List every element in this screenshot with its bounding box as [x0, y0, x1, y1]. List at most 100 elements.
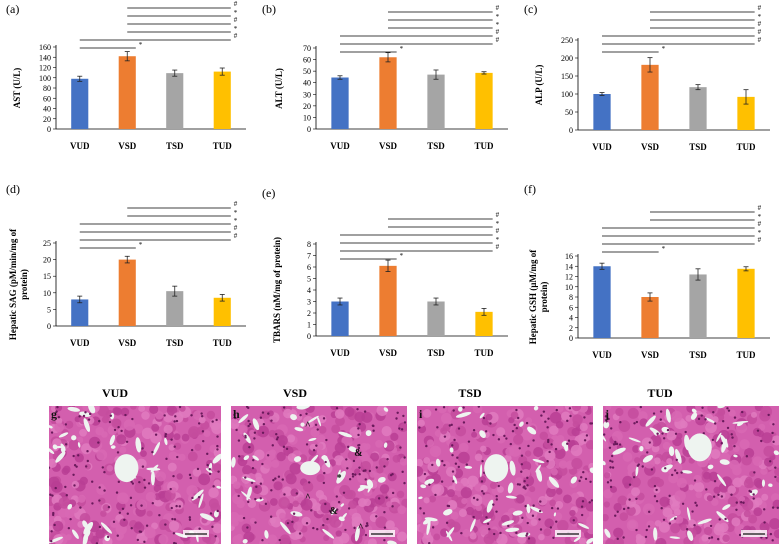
nucleus: [197, 422, 201, 425]
hepatocyte: [344, 406, 355, 417]
nucleus: [84, 411, 87, 414]
nucleus: [354, 473, 357, 476]
sinusoid: [548, 476, 560, 488]
nucleus: [316, 428, 319, 431]
sinusoid: [661, 466, 669, 473]
nucleus: [278, 538, 281, 542]
nucleus: [123, 518, 126, 521]
hepatocyte: [748, 514, 758, 524]
nucleus: [492, 503, 495, 506]
hepatocyte: [133, 423, 144, 434]
nucleus: [169, 487, 172, 491]
hepatocyte: [570, 444, 583, 457]
sinusoid: [383, 442, 388, 448]
nucleus: [357, 444, 360, 447]
nucleus: [691, 510, 694, 513]
hepatocyte: [194, 443, 202, 451]
hepatocyte: [572, 421, 579, 428]
nucleus: [608, 446, 612, 449]
sinusoid: [639, 446, 644, 452]
sinusoid: [527, 426, 537, 435]
sinusoid: [264, 530, 269, 539]
hepatocyte: [106, 464, 114, 472]
hepatocyte: [212, 463, 221, 473]
sinusoid: [359, 484, 371, 489]
y-tick-label: 0: [307, 332, 311, 341]
nucleus: [653, 484, 657, 488]
nucleus: [129, 504, 133, 507]
significance-mark: #: [234, 232, 238, 240]
nucleus: [116, 534, 119, 537]
nucleus: [362, 469, 365, 473]
nucleus: [50, 530, 53, 533]
nucleus: [78, 415, 81, 418]
nucleus: [337, 500, 341, 504]
hepatocyte: [622, 452, 633, 462]
hepatocyte: [571, 492, 579, 501]
y-tick-label: 0: [47, 322, 51, 331]
nucleus: [531, 514, 535, 517]
hepatocyte: [102, 504, 110, 512]
hepatocyte: [64, 508, 75, 519]
nucleus: [720, 495, 724, 498]
hepatocyte: [98, 497, 106, 505]
nucleus: [365, 522, 369, 525]
hepatocyte: [396, 490, 405, 499]
hepatocyte: [269, 517, 276, 524]
sinusoid: [296, 406, 311, 410]
nucleus: [580, 513, 584, 517]
bar-tsd: [427, 74, 445, 129]
nucleus: [724, 517, 727, 521]
nucleus: [277, 475, 281, 478]
histo-title-tsd: TSD: [458, 386, 482, 400]
nucleus: [700, 414, 703, 417]
nucleus: [741, 410, 744, 414]
sinusoid: [150, 464, 159, 473]
y-axis-label: protein): [539, 282, 549, 313]
sinusoid: [110, 412, 115, 420]
nucleus: [486, 522, 490, 526]
sinusoid: [720, 434, 729, 448]
bar-vud: [331, 77, 349, 129]
nucleus: [542, 410, 546, 413]
nucleus: [322, 481, 326, 485]
hepatocyte: [138, 406, 146, 412]
hepatocyte: [440, 412, 452, 424]
hepatocyte: [458, 442, 469, 453]
nucleus: [250, 481, 254, 484]
nucleus: [112, 520, 116, 524]
y-tick-label: 10: [43, 289, 51, 298]
nucleus: [583, 416, 586, 419]
nucleus: [261, 411, 265, 414]
nucleus: [527, 444, 530, 448]
nucleus: [684, 430, 687, 434]
nucleus: [138, 530, 141, 533]
nucleus: [164, 432, 168, 436]
bar-tud: [737, 268, 755, 338]
nucleus: [610, 427, 613, 430]
x-tick-label-vud: VUD: [592, 350, 612, 360]
sinusoid: [761, 479, 766, 487]
nucleus: [524, 487, 527, 490]
nucleus: [141, 447, 144, 450]
hepatocyte: [79, 428, 87, 437]
nucleus: [307, 481, 311, 484]
nucleus: [489, 422, 492, 425]
hepatocyte: [346, 489, 356, 500]
nucleus: [72, 454, 75, 458]
nucleus: [546, 460, 549, 463]
hepatocyte: [431, 484, 442, 495]
hepatocyte: [485, 413, 493, 421]
nucleus: [206, 452, 209, 456]
nucleus: [442, 406, 446, 409]
nucleus: [49, 466, 51, 469]
nucleus: [456, 456, 459, 459]
micrograph-letter: g: [51, 407, 57, 421]
hepatocyte: [557, 519, 569, 532]
nucleus: [627, 506, 630, 510]
hepatocyte: [741, 455, 752, 466]
y-tick-label: 6: [569, 303, 573, 312]
x-tick-label-tsd: TSD: [166, 141, 184, 151]
hepatocyte: [119, 518, 128, 527]
hepatocyte: [255, 476, 264, 486]
